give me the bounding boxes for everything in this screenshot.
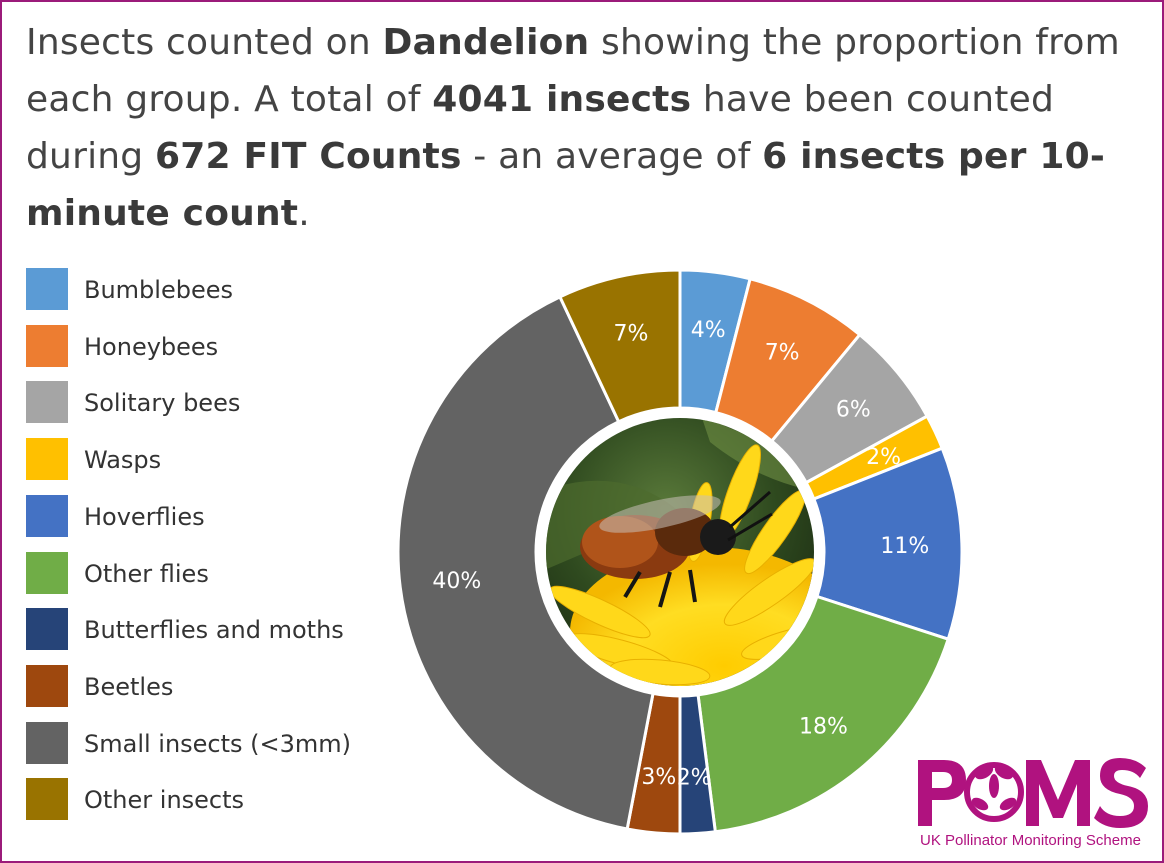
legend-swatch xyxy=(26,551,68,594)
fit-count-total: 672 FIT Counts xyxy=(154,136,462,177)
legend-label: Hoverflies xyxy=(84,502,205,531)
slice-data-label: 18% xyxy=(799,714,848,739)
legend-swatch xyxy=(26,438,68,481)
legend-swatch xyxy=(26,381,68,424)
slice-data-label: 2% xyxy=(866,445,901,470)
legend-label: Other insects xyxy=(84,786,245,815)
legend-item: Honeybees xyxy=(26,324,406,367)
legend-swatch xyxy=(26,494,68,537)
legend-item: Bumblebees xyxy=(26,268,406,310)
legend-item: Small insects (<3mm) xyxy=(26,721,406,764)
chart-title: Insects counted on Dandelion showing the… xyxy=(26,22,1120,234)
slice-data-label: 40% xyxy=(432,569,481,594)
legend-label: Bumblebees xyxy=(84,276,233,304)
legend-item: Beetles xyxy=(26,664,406,707)
legend-label: Other flies xyxy=(84,559,209,588)
slice-data-label: 6% xyxy=(836,398,871,423)
legend-swatch xyxy=(26,664,68,707)
average-insects: 6 insects per 10-minute count xyxy=(26,136,1105,234)
poms-logo: UK Pollinator Monitoring Scheme xyxy=(914,752,1154,854)
legend-label: Solitary bees xyxy=(84,389,241,418)
legend-swatch xyxy=(26,268,68,310)
slice-data-label: 7% xyxy=(613,321,648,346)
legend-item: Hoverflies xyxy=(26,494,406,537)
legend-swatch xyxy=(26,608,68,651)
donut-chart: 4%7%6%2%11%18%2%3%40%7% xyxy=(396,268,964,836)
legend-label: Small insects (<3mm) xyxy=(84,729,352,758)
legend-item: Butterflies and moths xyxy=(26,608,406,651)
slice-data-label: 3% xyxy=(641,765,676,790)
poms-logo-mark xyxy=(918,758,1148,828)
poms-subtitle: UK Pollinator Monitoring Scheme xyxy=(920,832,1141,849)
legend-swatch xyxy=(26,721,68,764)
legend-item: Other insects xyxy=(26,778,406,821)
legend-label: Honeybees xyxy=(84,332,219,361)
total-insects: 4041 insects xyxy=(432,79,692,120)
legend-label: Butterflies and moths xyxy=(84,616,344,645)
legend-item: Wasps xyxy=(26,438,406,481)
legend-swatch xyxy=(26,324,68,367)
slice-data-label: 7% xyxy=(765,341,800,366)
legend-label: Beetles xyxy=(84,672,174,701)
plant-name: Dandelion xyxy=(382,22,590,63)
slice-data-label: 4% xyxy=(691,318,726,343)
slice-data-label: 2% xyxy=(677,766,712,791)
legend-item: Solitary bees xyxy=(26,381,406,424)
legend-label: Wasps xyxy=(84,446,162,475)
bee-on-dandelion-photo xyxy=(536,408,824,696)
legend-item: Other flies xyxy=(26,551,406,594)
legend-swatch xyxy=(26,778,68,821)
slice-data-label: 11% xyxy=(880,534,929,559)
